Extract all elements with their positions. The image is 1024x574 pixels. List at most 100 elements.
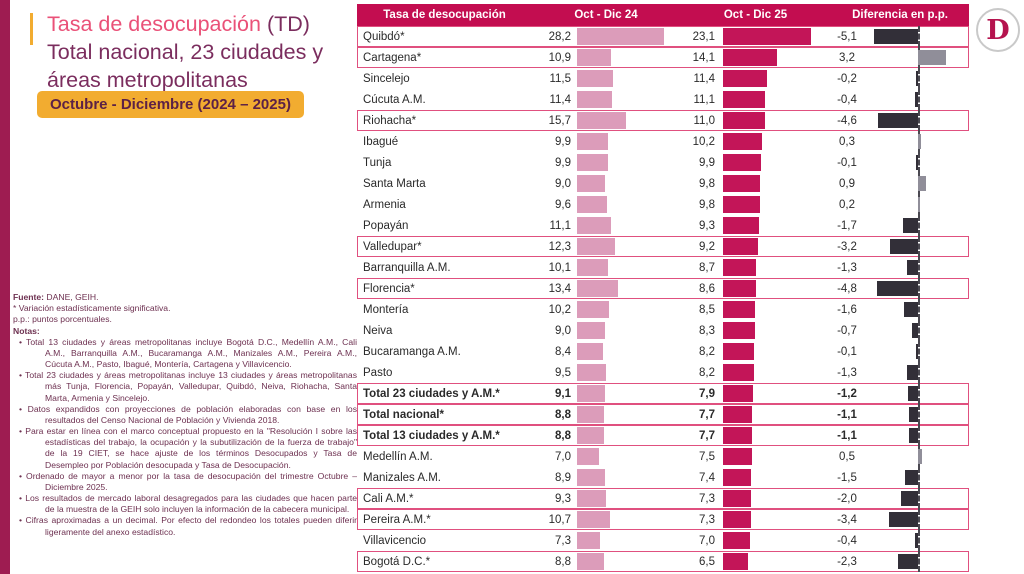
- bar-oct-dic-24: [577, 427, 605, 444]
- value-diferencia: -0,4: [837, 534, 857, 547]
- bar-zone-oct-dic-24: [577, 132, 673, 151]
- bar-zone-oct-dic-24: [577, 405, 673, 424]
- notes-bullets: • Total 13 ciudades y áreas metropolitan…: [13, 337, 357, 538]
- bar-zone-oct-dic-25: [723, 258, 820, 277]
- city-name: Total 13 ciudades y A.M.*: [363, 429, 500, 442]
- table-row: Pasto 9,5 8,2 -1,3: [357, 362, 969, 383]
- value-oct-dic-24: 10,2: [548, 303, 571, 316]
- bar-oct-dic-25: [723, 112, 765, 129]
- bar-oct-dic-24: [577, 238, 616, 255]
- bar-zone-oct-dic-24: [577, 384, 673, 403]
- bar-zone-diferencia: [874, 194, 958, 215]
- bar-oct-dic-24: [577, 112, 626, 129]
- value-diferencia: -1,2: [837, 387, 857, 400]
- value-oct-dic-24: 15,7: [548, 114, 571, 127]
- city-name: Pereira A.M.*: [363, 513, 431, 526]
- value-oct-dic-24: 10,9: [548, 51, 571, 64]
- diff-axis-line: [918, 110, 920, 131]
- bar-oct-dic-25: [723, 322, 755, 339]
- bar-oct-dic-24: [577, 448, 599, 465]
- table-row: Total 13 ciudades y A.M.* 8,8 7,7 -1,1: [357, 425, 969, 446]
- bar-zone-oct-dic-24: [577, 111, 673, 130]
- value-oct-dic-24: 9,0: [555, 177, 571, 190]
- bar-zone-oct-dic-25: [723, 531, 820, 550]
- bar-oct-dic-25: [723, 448, 752, 465]
- table-row: Sincelejo 11,5 11,4 -0,2: [357, 68, 969, 89]
- bar-oct-dic-25: [723, 553, 748, 570]
- value-oct-dic-25: 9,8: [699, 198, 715, 211]
- city-name: Popayán: [363, 219, 409, 232]
- bar-zone-oct-dic-24: [577, 531, 673, 550]
- column-header-oct-dic-24: Oct - Dic 24: [574, 9, 638, 21]
- bar-oct-dic-25: [723, 154, 761, 171]
- bar-oct-dic-24: [577, 28, 665, 45]
- column-header-diferencia: Diferencia en p.p.: [852, 9, 948, 21]
- bar-zone-oct-dic-24: [577, 90, 673, 109]
- bar-zone-oct-dic-25: [723, 489, 820, 508]
- bar-oct-dic-25: [723, 217, 759, 234]
- city-name: Sincelejo: [363, 72, 410, 85]
- value-diferencia: -4,8: [837, 282, 857, 295]
- table-row: Bogotá D.C.* 8,8 6,5 -2,3: [357, 551, 969, 572]
- bar-zone-oct-dic-25: [723, 48, 820, 67]
- value-oct-dic-24: 10,1: [548, 261, 571, 274]
- bar-zone-diferencia: [874, 236, 958, 257]
- title-line3: áreas metropolitanas: [47, 68, 248, 92]
- value-oct-dic-25: 8,2: [699, 366, 715, 379]
- bar-zone-diferencia: [874, 551, 958, 572]
- bar-oct-dic-24: [577, 133, 608, 150]
- value-oct-dic-25: 6,5: [699, 555, 715, 568]
- page-title: Tasa de desocupación (TD) Total nacional…: [47, 10, 347, 94]
- value-oct-dic-25: 11,0: [693, 114, 715, 127]
- value-diferencia: -1,1: [837, 408, 857, 421]
- city-name: Florencia*: [363, 282, 415, 295]
- value-diferencia: -0,7: [837, 324, 857, 337]
- bar-zone-oct-dic-24: [577, 195, 673, 214]
- note-bullet: • Total 23 ciudades y áreas metropolitan…: [19, 370, 357, 403]
- value-oct-dic-24: 8,8: [555, 429, 571, 442]
- bar-oct-dic-25: [723, 49, 777, 66]
- city-name: Tunja: [363, 156, 392, 169]
- bar-oct-dic-25: [723, 70, 767, 87]
- value-diferencia: 3,2: [839, 51, 855, 64]
- bar-zone-diferencia: [874, 341, 958, 362]
- bar-oct-dic-24: [577, 532, 600, 549]
- value-diferencia: -3,2: [837, 240, 857, 253]
- bar-zone-oct-dic-24: [577, 426, 673, 445]
- value-oct-dic-25: 23,1: [692, 30, 715, 43]
- value-oct-dic-24: 12,3: [548, 240, 571, 253]
- bar-zone-diferencia: [874, 446, 958, 467]
- notas-label: Notas:: [13, 325, 40, 336]
- bar-oct-dic-25: [723, 301, 756, 318]
- city-name: Cartagena*: [363, 51, 422, 64]
- bar-zone-diferencia: [874, 488, 958, 509]
- note-bullet: • Ordenado de mayor a menor por la tasa …: [19, 470, 357, 492]
- value-oct-dic-25: 11,4: [693, 72, 715, 85]
- bar-oct-dic-24: [577, 217, 612, 234]
- title-highlight: Tasa de desocupación: [47, 12, 261, 36]
- bar-diferencia: [900, 491, 918, 506]
- bar-zone-oct-dic-25: [723, 321, 820, 340]
- bar-zone-oct-dic-24: [577, 27, 673, 46]
- diff-axis-line: [918, 362, 920, 383]
- value-oct-dic-25: 8,2: [699, 345, 715, 358]
- value-oct-dic-25: 14,1: [692, 51, 715, 64]
- value-oct-dic-25: 8,6: [699, 282, 715, 295]
- city-name: Quibdó*: [363, 30, 405, 43]
- bar-oct-dic-24: [577, 70, 613, 87]
- bar-zone-oct-dic-24: [577, 258, 673, 277]
- bar-oct-dic-24: [577, 91, 613, 108]
- value-diferencia: -1,5: [837, 471, 857, 484]
- city-name: Armenia: [363, 198, 406, 211]
- value-oct-dic-24: 8,4: [555, 345, 571, 358]
- bar-zone-diferencia: [874, 47, 958, 68]
- bar-zone-oct-dic-25: [723, 279, 820, 298]
- bar-zone-diferencia: [874, 26, 958, 47]
- bar-zone-oct-dic-24: [577, 321, 673, 340]
- significance-note: * Variación estadísticamente significati…: [13, 303, 171, 314]
- title-suffix: (TD): [260, 12, 310, 36]
- bar-oct-dic-24: [577, 385, 606, 402]
- value-oct-dic-24: 11,5: [549, 72, 571, 85]
- bar-diferencia: [905, 470, 918, 485]
- bar-oct-dic-25: [723, 238, 759, 255]
